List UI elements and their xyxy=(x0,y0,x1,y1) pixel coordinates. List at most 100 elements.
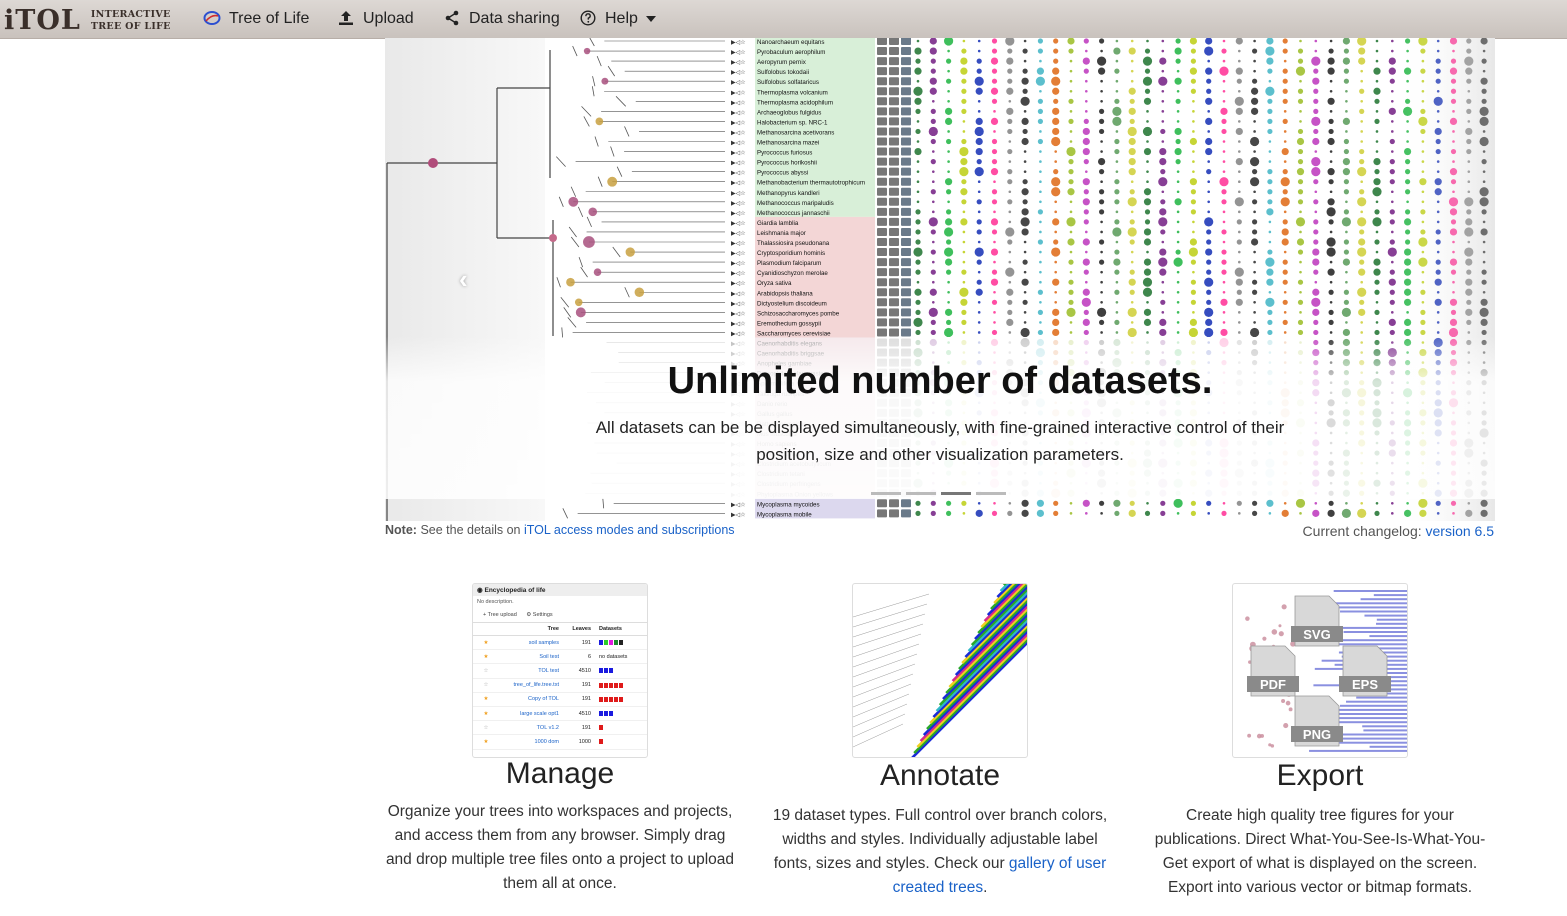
dataset-dot xyxy=(977,190,981,194)
dataset-dot xyxy=(1189,178,1197,186)
dataset-dot xyxy=(976,219,982,225)
tree-name-link[interactable]: Copy of TOL xyxy=(528,696,559,703)
star-icon[interactable]: ☆ xyxy=(483,724,489,731)
dataset-box xyxy=(889,117,899,126)
dataset-dot xyxy=(1006,107,1014,115)
dataset-box xyxy=(889,268,899,277)
dataset-dot xyxy=(1128,278,1136,286)
table-row[interactable]: ★ large scale opt1 4510 xyxy=(473,707,647,722)
dataset-dot xyxy=(1085,110,1088,113)
dataset-dot xyxy=(1234,96,1244,106)
taxon-label: Cryptosporidium hominis xyxy=(757,250,825,257)
dataset-dot xyxy=(962,230,966,234)
dataset-dot xyxy=(1221,189,1227,195)
dataset-chip xyxy=(604,640,608,646)
dataset-dot xyxy=(1374,118,1380,124)
star-icon[interactable]: ★ xyxy=(483,738,489,745)
tree-node xyxy=(625,247,635,257)
tree-name-link[interactable]: large scale opt1 xyxy=(520,710,559,717)
tree-name-link[interactable]: TOL v1.2 xyxy=(536,724,559,731)
dataset-dot xyxy=(1314,280,1318,284)
dataset-box xyxy=(877,268,887,277)
table-row[interactable]: ☆ tree_of_life.tree.txt 191 xyxy=(473,679,647,693)
annotation-bar xyxy=(954,601,1027,676)
itol-logo[interactable]: iTOL INTERACTIVE TREE OF LIFE xyxy=(4,5,171,36)
table-row[interactable]: ★ Soil test 6 no datasets xyxy=(473,650,647,665)
dataset-dot xyxy=(1345,200,1348,204)
dataset-dot xyxy=(1115,331,1119,334)
export-screenshot[interactable]: SVG PDF EPS PNG xyxy=(1232,583,1408,758)
carousel-indicator[interactable] xyxy=(976,492,1006,495)
dataset-dot xyxy=(1360,280,1363,284)
dataset-dot xyxy=(1130,39,1134,43)
annotate-screenshot[interactable] xyxy=(852,583,1028,758)
dataset-dot xyxy=(1222,290,1226,294)
dataset-dot xyxy=(1069,331,1073,334)
star-icon[interactable]: ☆ xyxy=(483,667,489,674)
dataset-dot xyxy=(1297,58,1304,64)
dataset-dot xyxy=(1342,168,1350,176)
dataset-dot xyxy=(1007,169,1013,175)
dataset-dot xyxy=(1006,87,1014,95)
carousel-prev-button[interactable]: ‹ xyxy=(459,264,468,294)
gallery-link[interactable]: gallery of user created trees xyxy=(892,855,1107,896)
access-modes-link[interactable]: iTOL access modes and subscriptions xyxy=(524,523,735,537)
manage-screenshot[interactable]: ◉ Encyclopedia of life No description. +… xyxy=(472,583,648,758)
dataset-dot xyxy=(1146,39,1149,43)
changelog-version-link[interactable]: version 6.5 xyxy=(1425,523,1494,539)
carousel-indicator[interactable] xyxy=(871,492,901,495)
dataset-dot xyxy=(915,229,921,235)
dataset-dot xyxy=(915,108,921,114)
star-icon[interactable]: ★ xyxy=(483,696,489,703)
star-icon[interactable]: ★ xyxy=(483,653,489,660)
dataset-dot xyxy=(1037,48,1043,54)
dataset-dot xyxy=(1268,79,1272,83)
dataset-dot xyxy=(915,209,921,215)
table-row[interactable]: ☆ TOL test 4510 xyxy=(473,664,647,679)
table-row[interactable]: ★ Copy of TOL 191 xyxy=(473,693,647,707)
tree-name-link[interactable]: tree_of_life.tree.txt xyxy=(513,682,559,689)
dataset-dot xyxy=(1252,500,1258,506)
nav-upload[interactable]: Upload xyxy=(337,0,414,38)
dataset-box xyxy=(901,509,911,518)
dataset-dot xyxy=(1373,158,1381,166)
star-icon[interactable]: ★ xyxy=(483,639,489,646)
dataset-dot xyxy=(1175,58,1181,64)
carousel-indicator-active[interactable] xyxy=(941,492,971,495)
dataset-dot xyxy=(1068,179,1074,185)
carousel-indicator[interactable] xyxy=(906,492,936,495)
dataset-dot xyxy=(1053,98,1059,104)
dataset-dot xyxy=(1391,311,1394,314)
nav-help-dropdown[interactable]: Help xyxy=(579,0,656,38)
dataset-dot xyxy=(1053,510,1059,516)
dataset-dot xyxy=(1326,207,1336,217)
dataset-dot xyxy=(1099,239,1105,245)
dataset-dot xyxy=(945,178,953,186)
dataset-box xyxy=(889,177,899,186)
star-icon[interactable]: ★ xyxy=(483,710,489,717)
dataset-dot xyxy=(1100,100,1103,103)
dataset-dot xyxy=(1297,128,1304,135)
dataset-dot xyxy=(1036,499,1044,507)
tree-name-link[interactable]: 1000 dom xyxy=(534,738,559,745)
dataset-dot xyxy=(1391,49,1394,53)
table-row[interactable]: ★ 1000 dom 1000 xyxy=(473,735,647,750)
tree-name-link[interactable]: Soil test xyxy=(539,653,559,660)
table-row[interactable]: ★ soil samples 191 xyxy=(473,636,647,651)
dataset-dot xyxy=(1143,228,1152,236)
table-row[interactable]: ☆ TOL v1.2 191 xyxy=(473,721,647,736)
dataset-dot xyxy=(1129,219,1135,225)
nav-data-sharing[interactable]: Data sharing xyxy=(443,0,560,38)
dataset-dot xyxy=(1360,69,1363,73)
star-icon[interactable]: ☆ xyxy=(483,682,489,689)
export-description: Create high quality tree figures for you… xyxy=(1154,807,1486,896)
dataset-dot xyxy=(1115,311,1119,314)
dataset-dot xyxy=(932,240,935,244)
dataset-dot xyxy=(1205,318,1213,326)
dataset-dot xyxy=(1099,199,1105,205)
nav-tree-of-life[interactable]: Tree of Life xyxy=(203,0,309,38)
dataset-dot xyxy=(1314,502,1318,505)
tree-name-link[interactable]: soil samples xyxy=(528,639,559,646)
tree-name-link[interactable]: TOL test xyxy=(538,667,559,674)
dataset-dot xyxy=(1313,108,1319,114)
